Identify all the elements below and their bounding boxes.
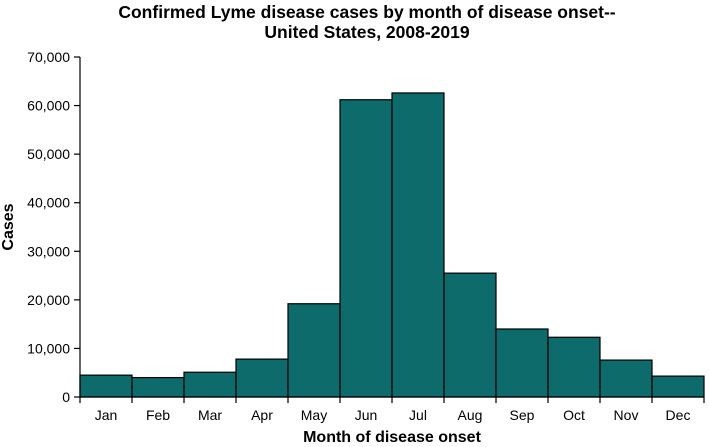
x-tick-label-aug: Aug [458,407,483,423]
bars-group [79,92,705,398]
y-tick-label: 10,000 [27,340,70,356]
bar-apr [235,358,289,398]
bar-feb [131,376,185,398]
x-axis-title: Month of disease onset [303,429,481,446]
x-tick-label-jul: Jul [409,407,427,423]
chart-title-line-2: United States, 2008-2019 [264,22,470,42]
x-tick-label-feb: Feb [146,407,170,423]
x-tick-label-may: May [301,407,327,423]
x-tick-label-sep: Sep [510,407,535,423]
x-tick-label-apr: Apr [251,407,273,423]
y-tick-label: 50,000 [27,146,70,162]
y-tick-label: 60,000 [27,98,70,114]
bar-mar [183,371,237,398]
y-tick-label: 30,000 [27,243,70,259]
x-tick-label-dec: Dec [666,407,691,423]
y-tick-label: 20,000 [27,292,70,308]
y-tick-label: 0 [62,389,70,405]
x-tick-label-oct: Oct [563,407,585,423]
chart-title-line-1: Confirmed Lyme disease cases by month of… [118,2,615,22]
bar-nov [599,359,653,398]
x-tick-label-jun: Jun [355,407,378,423]
y-axis-title: Cases [0,203,17,250]
x-axis-ticks: Jan Feb Mar Apr May Jun Jul Aug Sep Oct Nov Dec [79,397,705,423]
bar-may [287,303,341,398]
x-tick-label-nov: Nov [614,407,639,423]
bar-jul [391,92,445,398]
bar-sep [495,328,549,398]
bar-jan [79,374,133,398]
bar-oct [547,336,601,398]
x-tick-label-mar: Mar [198,407,222,423]
bar-aug [443,272,497,398]
bar-dec [651,375,705,398]
x-tick-label-jan: Jan [95,407,118,423]
y-tick-label: 40,000 [27,195,70,211]
y-tick-label: 70,000 [27,49,70,65]
bar-jun [339,99,393,398]
y-axis-ticks: 0 10,000 20,000 30,000 40,000 50,000 60,000 70,… [27,49,80,405]
